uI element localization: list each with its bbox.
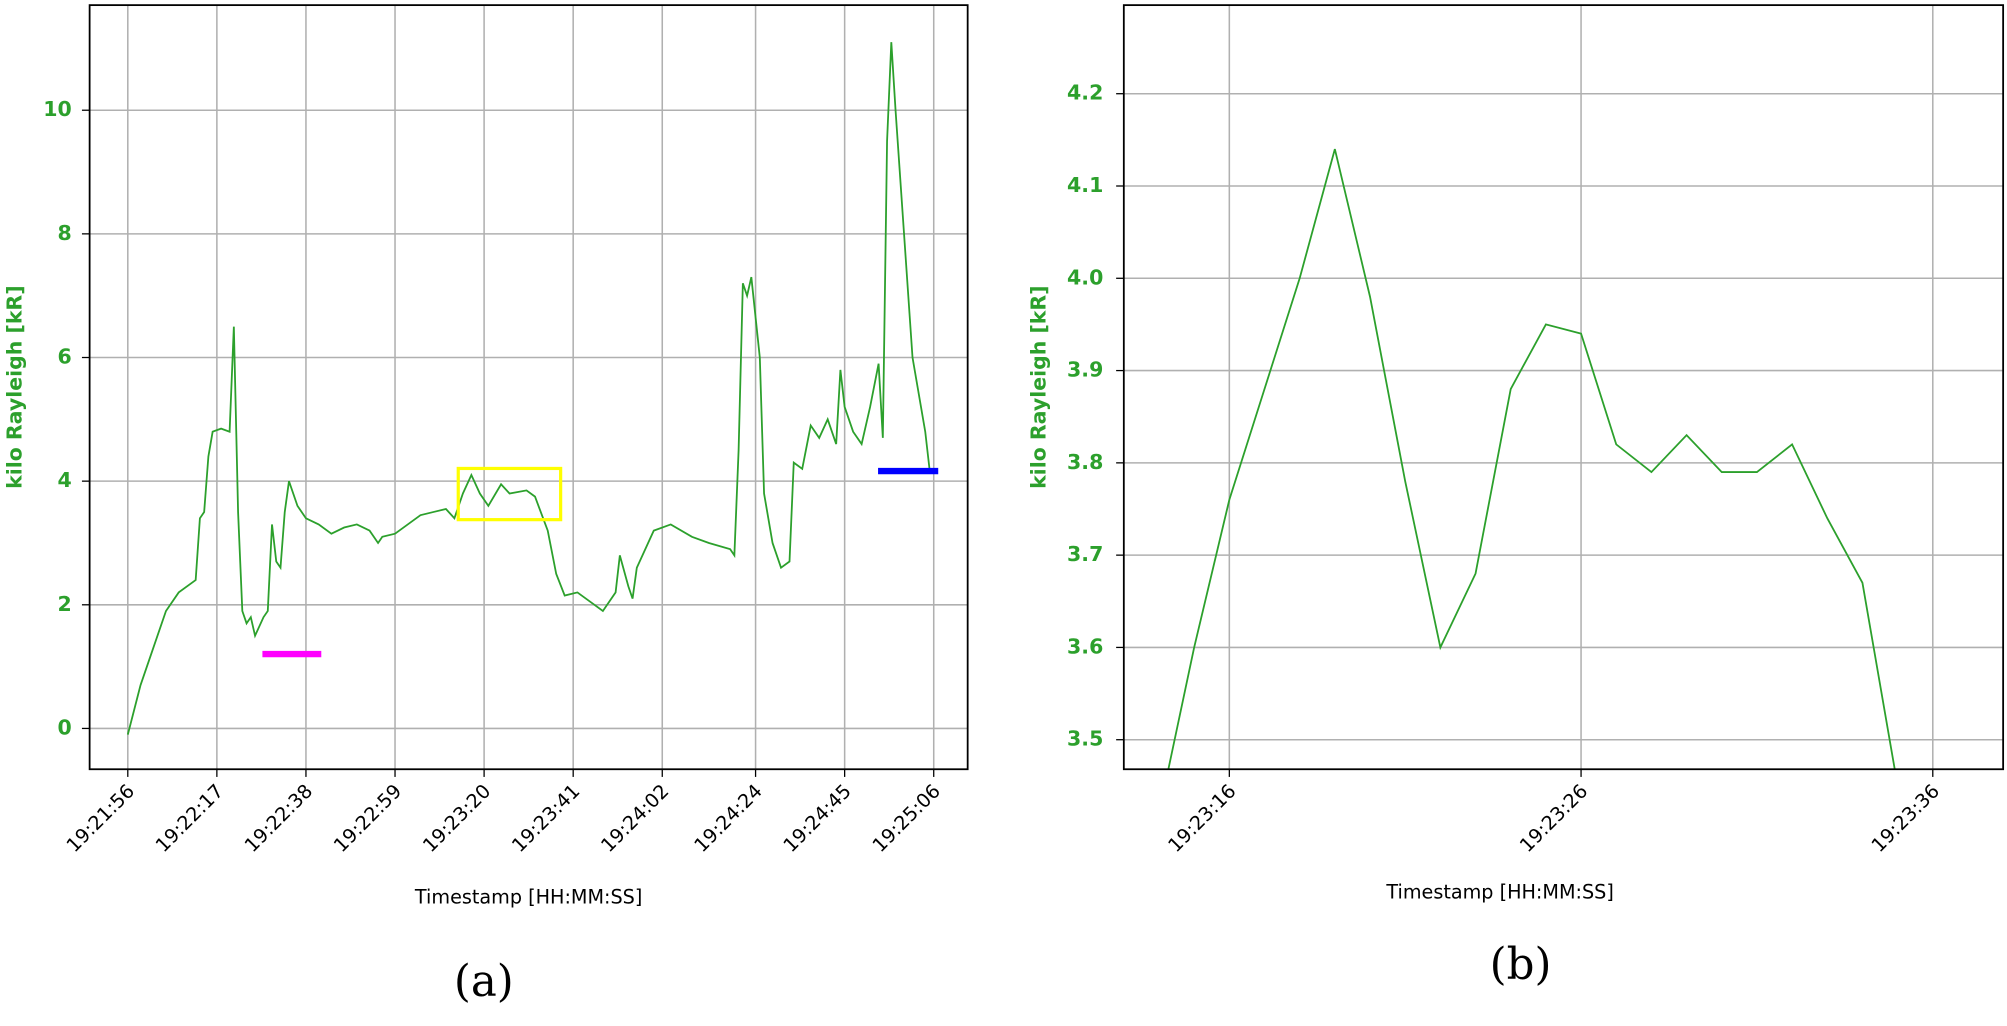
x-tick-label: 19:23:16 (1163, 780, 1240, 857)
y-tick-label: 4.0 (1067, 265, 1103, 289)
zoom-box (456, 466, 563, 522)
x-axis-label: Timestamp [HH:MM:SS] (414, 886, 642, 909)
x-tick-label: 19:25:06 (868, 780, 945, 857)
y-tick-label: 4.1 (1067, 173, 1103, 197)
data-line (1167, 148, 1896, 770)
x-tick-label: 19:23:36 (1867, 780, 1944, 857)
x-tick-label: 19:21:56 (62, 780, 139, 857)
panel-caption: (a) (454, 957, 514, 1007)
y-axis-label: kilo Rayleigh [kR] (1026, 285, 1050, 488)
plot-frame (88, 4, 969, 771)
y-tick-label: 3.7 (1067, 542, 1103, 566)
x-tick-label: 19:22:17 (151, 780, 228, 857)
data-line (126, 42, 931, 735)
x-tick-label: 19:22:59 (329, 780, 406, 857)
x-tick-label: 19:23:26 (1515, 780, 1592, 857)
y-tick-label: 0 (57, 715, 71, 739)
y-axis-label: kilo Rayleigh [kR] (2, 285, 26, 488)
y-tick-label: 6 (57, 345, 71, 369)
x-tick-label: 19:24:24 (690, 780, 767, 857)
y-tick-label: 4.2 (1067, 81, 1103, 105)
x-tick-label: 19:23:20 (418, 780, 495, 857)
plot-frame (1122, 4, 2005, 771)
x-tick-label: 19:23:41 (507, 780, 584, 857)
x-tick-label: 19:24:02 (596, 780, 673, 857)
x-tick-label: 19:24:45 (779, 780, 856, 857)
annotations (262, 466, 939, 658)
y-tick-label: 3.9 (1067, 358, 1103, 382)
y-tick-label: 10 (43, 97, 71, 121)
panel-caption: (b) (1490, 940, 1552, 990)
y-tick-label: 2 (57, 592, 71, 616)
x-tick-label: 19:22:38 (240, 780, 317, 857)
y-tick-label: 3.8 (1067, 450, 1103, 474)
y-tick-label: 4 (57, 468, 71, 492)
y-tick-label: 8 (57, 221, 71, 245)
y-tick-label: 3.6 (1067, 634, 1103, 658)
x-axis-label: Timestamp [HH:MM:SS] (1385, 881, 1613, 904)
y-tick-label: 3.5 (1067, 727, 1103, 751)
